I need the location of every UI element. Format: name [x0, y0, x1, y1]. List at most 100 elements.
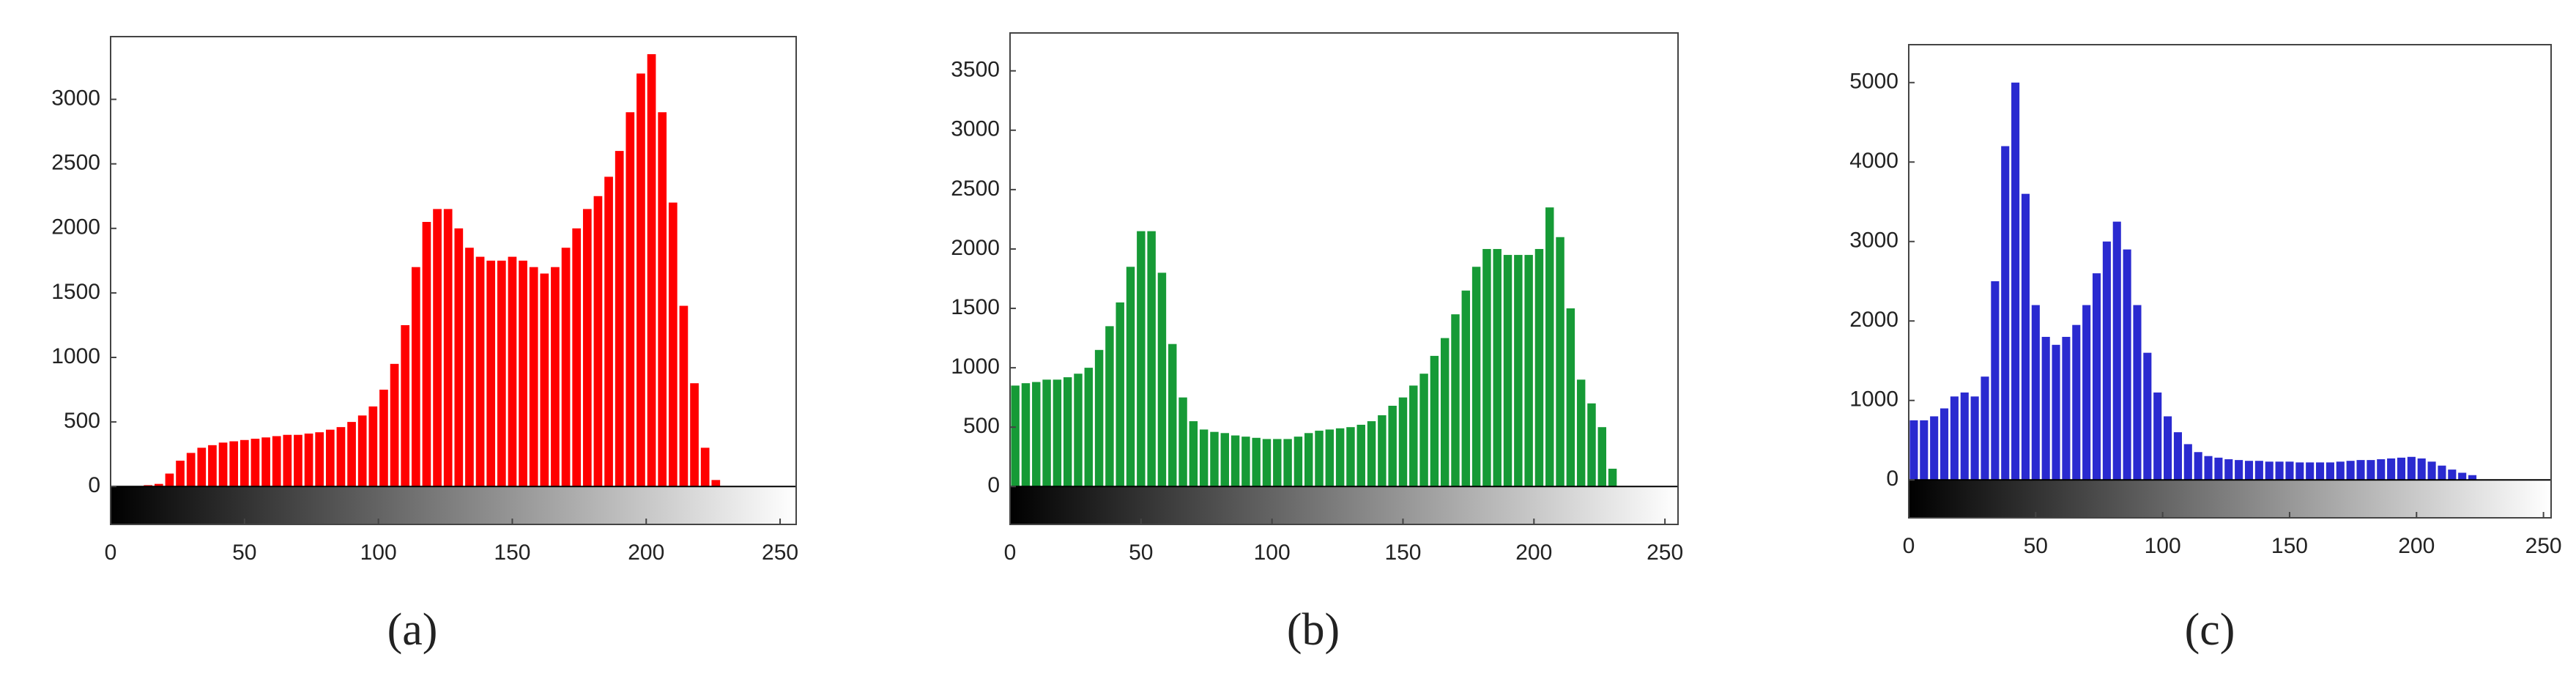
axes-frame — [1908, 44, 2552, 519]
bar — [1461, 290, 1471, 487]
bar — [1021, 383, 1031, 487]
bar — [582, 209, 592, 487]
bar — [2438, 465, 2446, 480]
bar — [1991, 281, 2000, 480]
bar — [1157, 272, 1167, 487]
bar — [1304, 433, 1313, 487]
bar — [1147, 231, 1156, 487]
bar — [1419, 374, 1428, 487]
bar — [1378, 415, 1387, 487]
bar — [1471, 267, 1481, 487]
bar — [2265, 461, 2274, 480]
bar — [711, 480, 721, 487]
y-tick-label: 3000 — [951, 117, 1000, 141]
bar — [401, 324, 410, 487]
bar — [1252, 437, 1261, 487]
bar — [593, 196, 603, 487]
x-tick-label: 100 — [2145, 534, 2181, 558]
y-tick-label: 1500 — [951, 295, 1000, 319]
y-tick-label: 1000 — [51, 344, 100, 368]
bar — [1262, 439, 1272, 487]
bar — [2326, 462, 2334, 480]
bar — [1981, 376, 1989, 480]
y-tick-label: 2500 — [51, 151, 100, 175]
bar — [1514, 255, 1523, 487]
x-tick-label: 50 — [2024, 534, 2048, 558]
bar — [229, 441, 239, 487]
bar — [1451, 314, 1460, 487]
bar — [2133, 305, 2142, 480]
x-tick-label: 150 — [1384, 541, 1421, 565]
bar — [572, 228, 582, 487]
bar — [540, 273, 549, 487]
caption: (b) — [1287, 605, 1340, 655]
bar — [379, 390, 388, 487]
bar — [2123, 249, 2131, 480]
bar — [1137, 231, 1146, 487]
bar — [2356, 460, 2365, 480]
bar — [1074, 374, 1083, 487]
bar — [2285, 461, 2294, 480]
bar — [347, 422, 356, 487]
bar — [636, 73, 645, 487]
bar — [2112, 221, 2121, 480]
bar — [1094, 349, 1104, 487]
bar — [2254, 461, 2263, 480]
bar — [1126, 267, 1135, 487]
axes-frame — [1009, 32, 1679, 525]
caption: (c) — [2185, 605, 2235, 655]
bar — [1576, 379, 1586, 487]
y-tick-label: 4000 — [1849, 149, 1898, 173]
bar — [2367, 460, 2375, 480]
x-tick-label: 0 — [1903, 534, 1915, 558]
y-tick-label: 1000 — [1849, 387, 1898, 412]
bar — [1178, 397, 1187, 487]
bar — [647, 53, 656, 487]
bar — [2316, 462, 2325, 480]
bar — [422, 222, 431, 487]
x-tick-label: 150 — [494, 541, 530, 565]
y-tick-label: 1000 — [951, 354, 1000, 379]
bar — [218, 442, 228, 487]
bar — [1503, 255, 1512, 487]
bar — [1388, 406, 1397, 487]
bar — [1493, 248, 1502, 487]
bar — [411, 267, 420, 487]
bar — [433, 209, 442, 487]
bar — [626, 112, 635, 487]
gray-scale-bar — [111, 486, 796, 524]
bar — [2183, 444, 2192, 480]
bar — [2224, 459, 2233, 480]
bar — [2011, 82, 2020, 480]
bar — [2275, 461, 2284, 480]
bar — [2194, 452, 2202, 480]
x-tick-label: 250 — [2525, 534, 2562, 558]
bar — [700, 448, 710, 487]
bar — [390, 363, 399, 487]
bar — [2021, 193, 2030, 480]
bar — [1920, 420, 1929, 480]
bar — [1293, 437, 1303, 487]
bar — [2346, 461, 2355, 480]
bar — [2427, 461, 2436, 480]
bar — [336, 427, 346, 487]
bar — [615, 151, 624, 487]
bar — [2001, 146, 2010, 480]
bar — [2214, 457, 2223, 480]
bar — [315, 432, 324, 487]
bar — [2244, 461, 2254, 480]
bar — [154, 483, 163, 487]
bar — [2072, 324, 2081, 480]
bar — [2204, 456, 2213, 480]
bar — [551, 267, 560, 487]
bar — [283, 434, 292, 487]
gray-scale-bar — [1010, 486, 1678, 524]
bar — [1909, 420, 1918, 480]
bar — [272, 436, 281, 487]
bar — [561, 248, 571, 487]
bar — [679, 305, 688, 487]
bar — [1398, 397, 1408, 487]
gray-scale-bar — [1909, 480, 2551, 518]
bar — [1063, 377, 1072, 487]
